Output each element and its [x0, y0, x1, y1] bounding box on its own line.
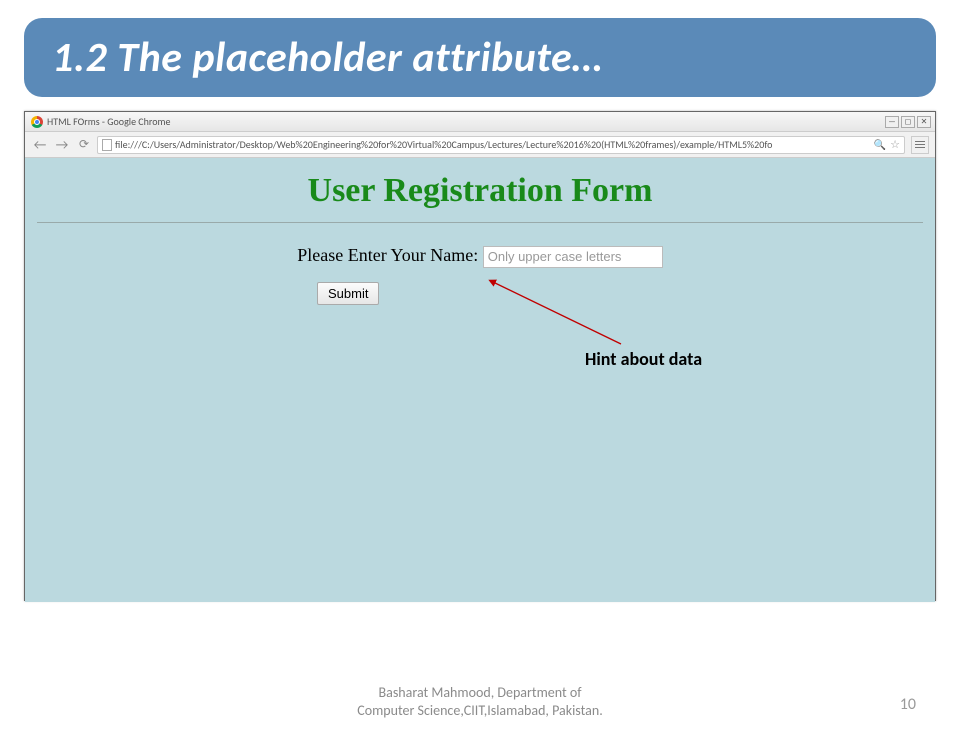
- form-row: Please Enter Your Name:: [25, 245, 935, 268]
- browser-window: HTML FOrms - Google Chrome — ◻ ✕ ← → ⟳ f…: [24, 111, 936, 601]
- footer-line2: Computer Science,CIIT,Islamabad, Pakista…: [0, 702, 960, 720]
- reload-button[interactable]: ⟳: [75, 136, 93, 154]
- url-text: file:///C:/Users/Administrator/Desktop/W…: [115, 138, 772, 151]
- annotation-text: Hint about data: [585, 348, 702, 370]
- window-controls: — ◻ ✕: [885, 116, 931, 128]
- browser-toolbar: ← → ⟳ file:///C:/Users/Administrator/Des…: [25, 132, 935, 158]
- forward-button[interactable]: →: [53, 136, 71, 154]
- form-heading: User Registration Form: [25, 172, 935, 210]
- page-number: 10: [900, 695, 916, 714]
- chrome-icon: [31, 116, 43, 128]
- star-icon[interactable]: ☆: [890, 138, 900, 151]
- name-label: Please Enter Your Name:: [297, 245, 478, 265]
- search-icon[interactable]: 🔍: [874, 138, 886, 151]
- file-icon: [102, 139, 112, 151]
- maximize-button[interactable]: ◻: [901, 116, 915, 128]
- divider: [37, 222, 923, 223]
- slide-title: 1.2 The placeholder attribute…: [24, 18, 936, 97]
- footer: Basharat Mahmood, Department of Computer…: [0, 684, 960, 720]
- menu-icon[interactable]: [911, 136, 929, 154]
- browser-titlebar: HTML FOrms - Google Chrome — ◻ ✕: [25, 112, 935, 132]
- window-title: HTML FOrms - Google Chrome: [47, 115, 170, 128]
- close-button[interactable]: ✕: [917, 116, 931, 128]
- page-content: User Registration Form Please Enter Your…: [25, 158, 935, 602]
- minimize-button[interactable]: —: [885, 116, 899, 128]
- url-bar[interactable]: file:///C:/Users/Administrator/Desktop/W…: [97, 136, 905, 154]
- back-button[interactable]: ←: [31, 136, 49, 154]
- name-input[interactable]: [483, 246, 663, 268]
- footer-line1: Basharat Mahmood, Department of: [0, 684, 960, 702]
- submit-button[interactable]: Submit: [317, 282, 379, 305]
